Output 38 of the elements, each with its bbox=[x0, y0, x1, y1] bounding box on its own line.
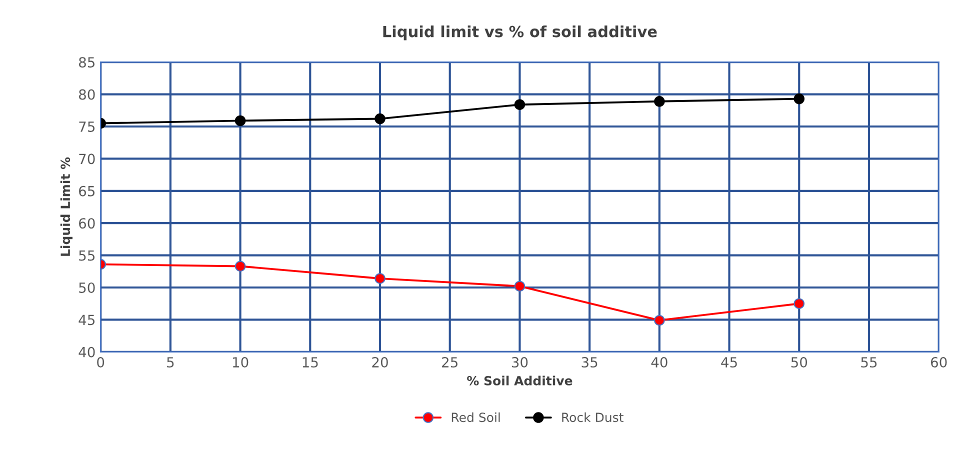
y-tick-label: 50 bbox=[79, 282, 95, 293]
y-tick-label: 45 bbox=[78, 314, 95, 326]
y-tick-label: 40 bbox=[78, 346, 95, 358]
y-axis-title: Liquid Limit % bbox=[60, 157, 72, 256]
y-tick-label: 70 bbox=[79, 154, 95, 164]
point bbox=[374, 113, 386, 124]
point bbox=[374, 273, 386, 284]
legend-label: Rock Dust bbox=[562, 412, 624, 422]
point bbox=[234, 260, 246, 272]
x-tick-label: 35 bbox=[582, 357, 598, 368]
y-tick-label: 75 bbox=[79, 122, 95, 132]
y-tick-label: 60 bbox=[79, 218, 95, 229]
x-tick-label: 10 bbox=[232, 357, 248, 368]
x-tick-label: 5 bbox=[167, 357, 174, 368]
point bbox=[794, 93, 805, 104]
x-tick-label: 40 bbox=[651, 357, 668, 368]
point bbox=[514, 280, 526, 292]
chart-title: Liquid limit vs % of soil additive bbox=[383, 25, 657, 40]
x-tick-label: 15 bbox=[302, 357, 318, 368]
y-tick-label: 85 bbox=[78, 57, 95, 68]
y-tick-label: 55 bbox=[79, 250, 95, 261]
x-tick-label: 25 bbox=[442, 357, 458, 368]
point bbox=[654, 314, 665, 326]
x-tick-label: 55 bbox=[861, 357, 877, 368]
legend-label: Red Soil bbox=[452, 412, 500, 422]
x-tick-label: 60 bbox=[930, 357, 947, 368]
y-tick-label: 80 bbox=[78, 89, 95, 100]
x-tick-label: 45 bbox=[721, 357, 737, 368]
x-tick-label: 0 bbox=[97, 357, 104, 368]
x-tick-label: 50 bbox=[791, 357, 808, 368]
point bbox=[234, 115, 246, 126]
point bbox=[514, 99, 526, 110]
y-tick-label: 65 bbox=[79, 186, 95, 196]
point bbox=[654, 96, 665, 107]
point bbox=[794, 298, 805, 309]
x-tick-label: 20 bbox=[372, 357, 388, 368]
x-axis-title: % Soil Additive bbox=[467, 376, 572, 386]
x-tick-label: 30 bbox=[512, 357, 528, 368]
